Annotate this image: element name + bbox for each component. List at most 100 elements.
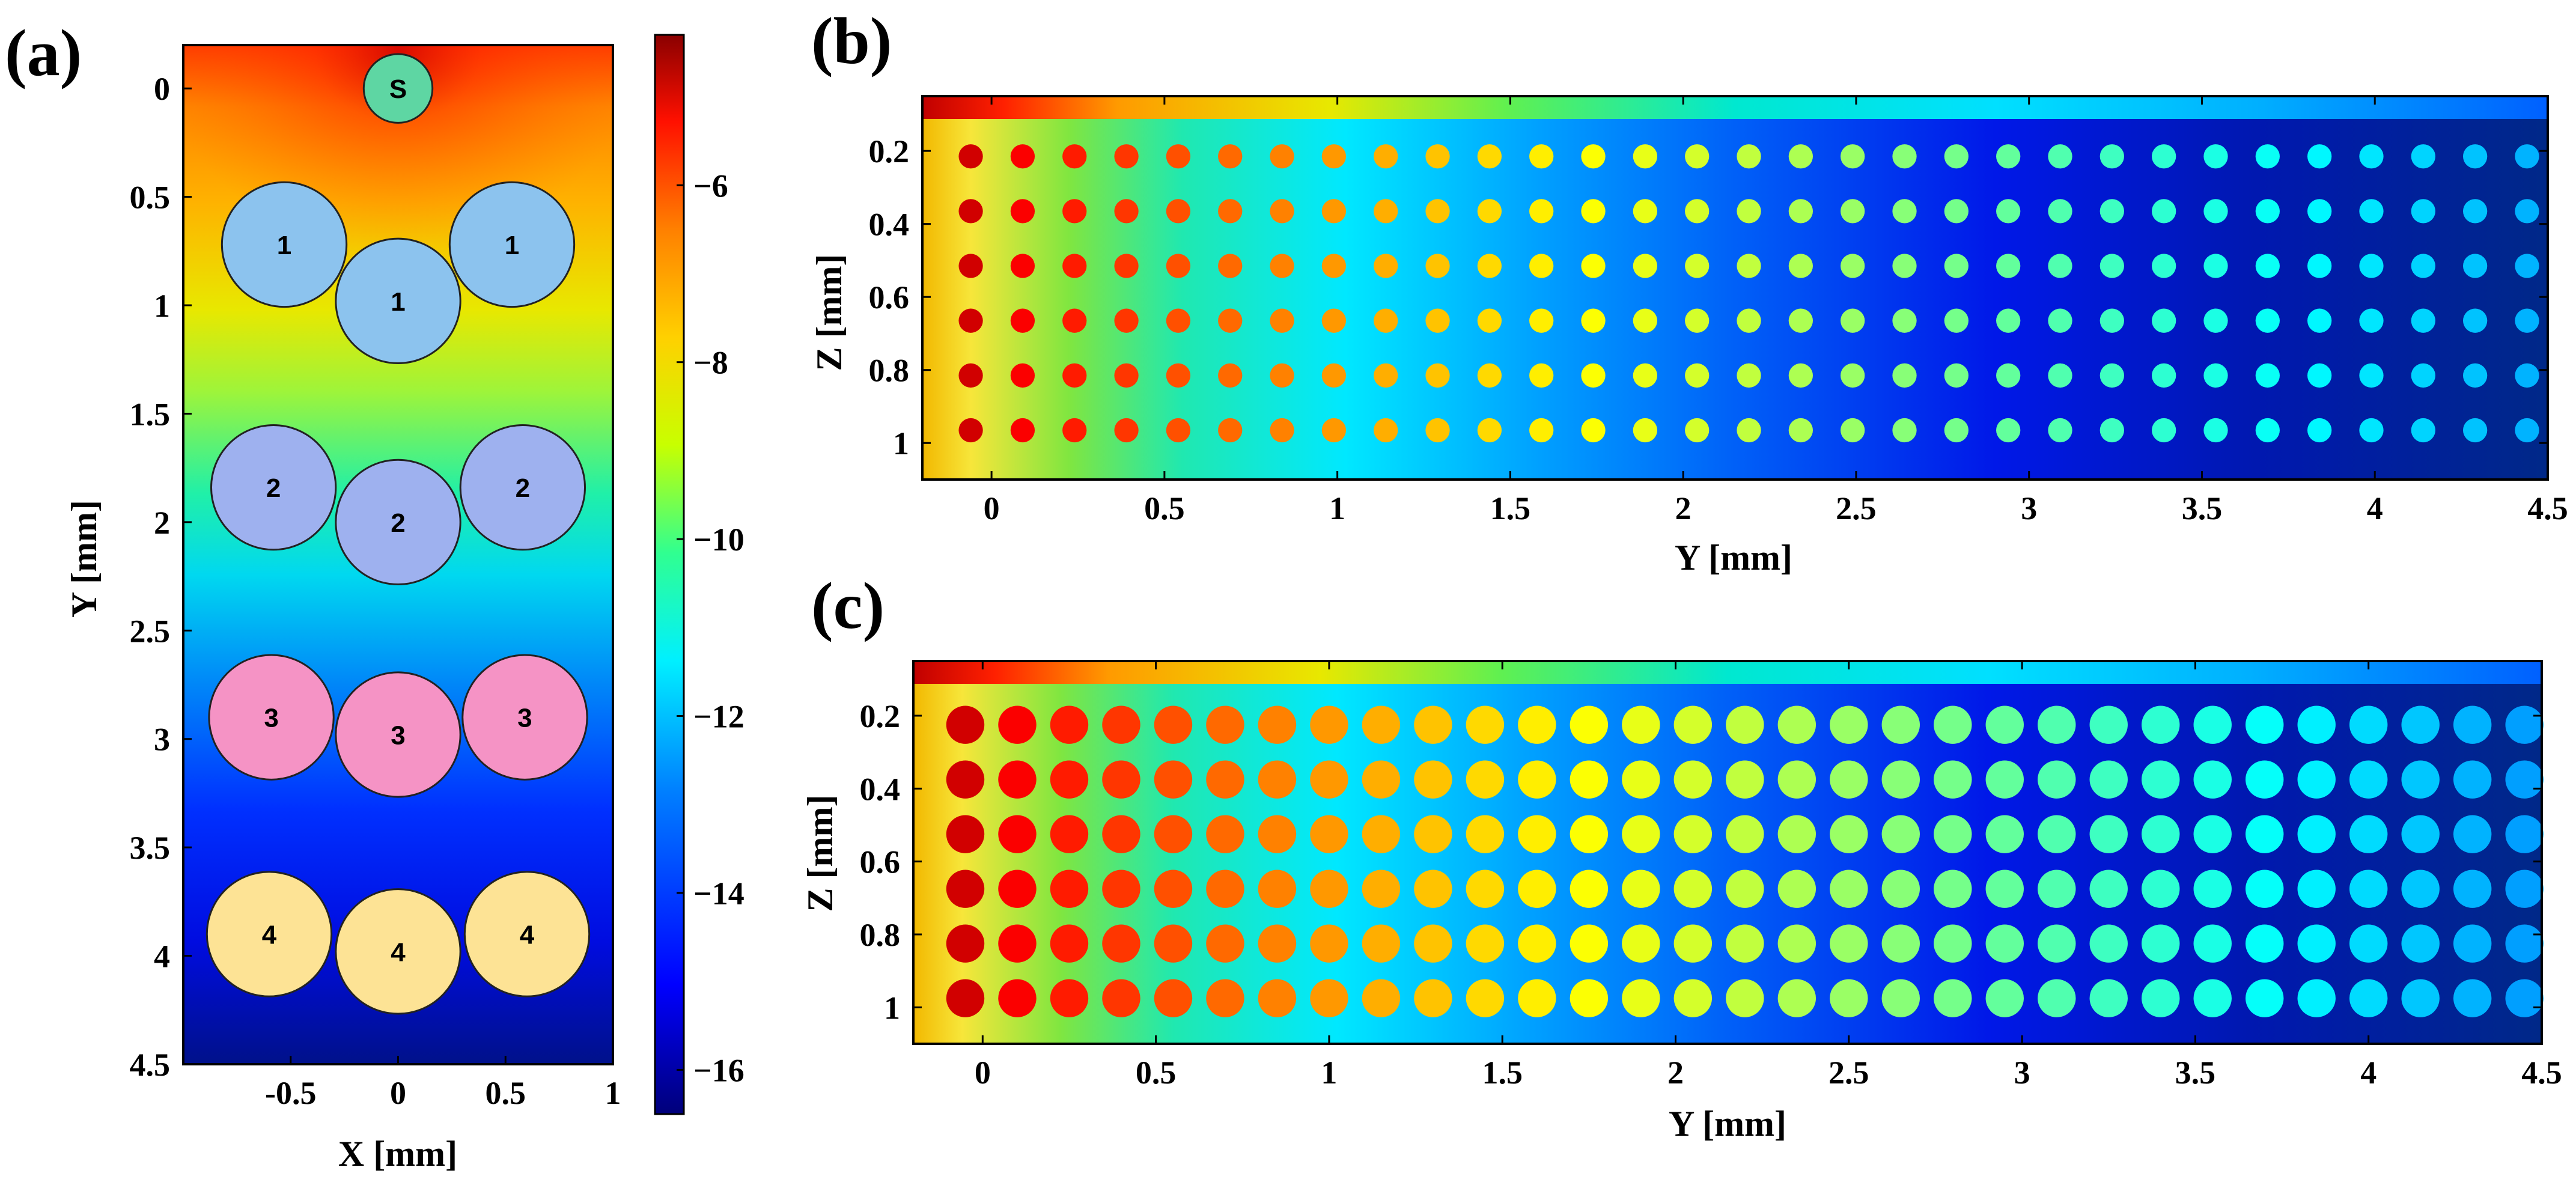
xtick-label: 4.5 <box>2521 1055 2562 1091</box>
ytick-label: 2.5 <box>130 613 171 649</box>
fiber-3-label: 3 <box>517 704 532 733</box>
dot <box>1985 979 2024 1017</box>
dot <box>2099 199 2124 224</box>
dot <box>2203 199 2228 224</box>
fiber-3-label: 3 <box>264 704 278 733</box>
heatmap-b-frame <box>921 95 2549 481</box>
dot <box>1362 705 1401 744</box>
dot <box>1321 308 1347 333</box>
dot <box>1934 870 1972 908</box>
dot <box>1881 705 1920 744</box>
dot <box>1414 979 1452 1017</box>
dot <box>1310 705 1348 744</box>
xtick-label: 1 <box>605 1075 621 1111</box>
dot <box>1154 760 1193 799</box>
dot <box>1892 144 1917 169</box>
dot <box>1010 199 1035 224</box>
dot <box>2038 924 2076 963</box>
dot <box>2349 705 2388 744</box>
dot <box>1673 979 1713 1017</box>
xtick-label: 3 <box>2021 490 2037 526</box>
xtick-label: 2.5 <box>1828 1055 1869 1091</box>
panel-a: S 1 1 1 2 2 2 3 3 3 4 4 4 -0.5 0 0.5 1 0 0.5 1 1.5 2 2.5 3 3.5 4… <box>64 34 744 1174</box>
dot <box>1633 308 1658 333</box>
dot <box>1529 418 1554 443</box>
dot <box>1114 418 1139 443</box>
dot <box>2038 760 2076 799</box>
dot <box>1102 760 1140 799</box>
dot <box>1737 363 1761 388</box>
dot <box>2297 924 2336 963</box>
dot <box>2193 870 2232 908</box>
xtick-label: 1.5 <box>1482 1055 1523 1091</box>
dot <box>1622 760 1660 799</box>
dot <box>2255 199 2280 224</box>
dot <box>2089 870 2128 908</box>
dot <box>2193 924 2232 963</box>
dot <box>1270 199 1294 224</box>
dot <box>1310 924 1348 963</box>
xtick-label: 0.5 <box>1144 490 1185 526</box>
dot <box>1050 979 1089 1017</box>
dot <box>1570 870 1609 908</box>
dot <box>1206 924 1244 963</box>
dot <box>2297 760 2336 799</box>
dot <box>2411 363 2435 388</box>
dot <box>1944 308 1969 333</box>
fiber-3 <box>461 654 588 781</box>
dot <box>2359 308 2384 333</box>
axis-a-xlabel: X [mm] <box>338 1134 457 1174</box>
dot <box>1581 144 1606 169</box>
xtick-label: 0 <box>984 490 1000 526</box>
dot <box>2152 308 2176 333</box>
dot <box>1270 363 1294 388</box>
dot <box>958 418 983 443</box>
dot <box>1841 363 1865 388</box>
dot <box>2246 705 2284 744</box>
dot <box>2142 705 2180 744</box>
dot <box>1114 144 1139 169</box>
ytick-label: 3 <box>154 722 170 758</box>
dot <box>1154 979 1193 1017</box>
dot <box>2505 705 2544 744</box>
dot <box>1114 254 1139 278</box>
dot <box>1518 760 1556 799</box>
dot <box>1996 144 2021 169</box>
dot <box>1518 924 1556 963</box>
axis-c-xlabel: Y [mm] <box>1669 1104 1786 1144</box>
dot <box>1737 418 1761 443</box>
dot <box>1362 979 1401 1017</box>
dot <box>1892 308 1917 333</box>
ytick-label: 1.5 <box>130 396 171 432</box>
dot <box>1218 144 1243 169</box>
source-fiber <box>362 53 434 124</box>
xtick-label: 3.5 <box>2175 1055 2216 1091</box>
dot <box>1996 418 2021 443</box>
dot-grid-c <box>946 705 2544 1017</box>
dot <box>1102 924 1140 963</box>
fiber-1-label: 1 <box>505 231 519 260</box>
dot <box>1062 199 1087 224</box>
dot <box>2193 979 2232 1017</box>
dot <box>1892 363 1917 388</box>
fiber-4-label: 4 <box>520 920 535 949</box>
ytick-label: 0.6 <box>869 279 910 315</box>
ytick-label: 4 <box>154 939 170 975</box>
dot <box>1777 760 1816 799</box>
xtick-label: 1 <box>1321 1055 1337 1091</box>
dot <box>1996 254 2021 278</box>
dot <box>1321 363 1347 388</box>
dot <box>1934 979 1972 1017</box>
dot <box>1830 979 1868 1017</box>
dot <box>958 363 983 388</box>
xtick-label: 4 <box>2360 1055 2377 1091</box>
dot <box>2142 760 2180 799</box>
axis-a-ticks: -0.5 0 0.5 1 0 0.5 1 1.5 2 2.5 3 3.5 4 4.5 <box>130 71 621 1111</box>
dot <box>2505 870 2544 908</box>
dot <box>2099 254 2124 278</box>
dot <box>1685 363 1710 388</box>
axis-b-ticks: 0 0.5 1 1.5 2 2.5 3 3.5 4 4.5 0.2 0.4 0.6 0.8 1 <box>869 96 2568 526</box>
ytick-label: 1 <box>893 425 909 462</box>
dot <box>1685 199 1710 224</box>
dot <box>946 924 985 963</box>
